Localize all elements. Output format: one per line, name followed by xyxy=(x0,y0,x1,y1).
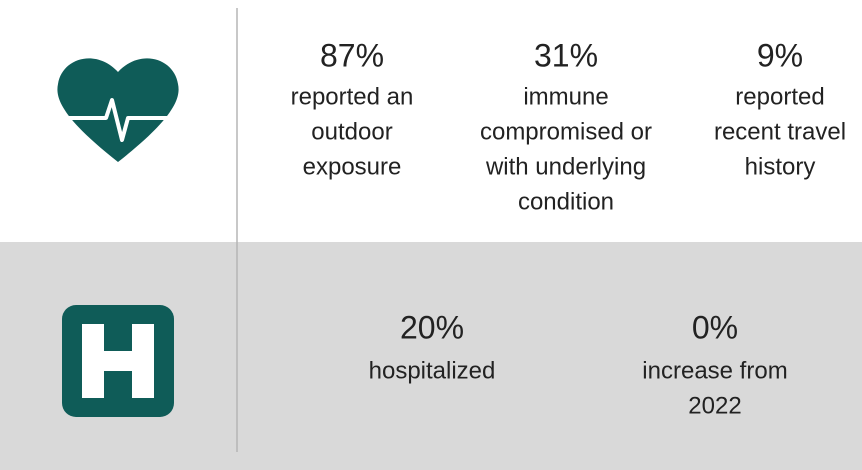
stat-label: reported an xyxy=(291,83,414,110)
stat-label: hospitalized xyxy=(369,357,496,384)
stat-value: 87% xyxy=(320,37,384,73)
h-left xyxy=(82,324,104,398)
stat-label: history xyxy=(745,153,816,180)
stat-value: 9% xyxy=(757,37,803,73)
stat-label: increase from xyxy=(642,357,787,384)
stat-value: 0% xyxy=(692,309,738,345)
stat-label: immune xyxy=(523,83,608,110)
stat-label: outdoor xyxy=(311,118,392,145)
stat-label: with underlying xyxy=(485,153,646,180)
stat-label: 2022 xyxy=(688,392,741,419)
stat-label: condition xyxy=(518,188,614,215)
h-bar xyxy=(103,351,133,371)
ekg-line xyxy=(68,98,168,142)
stat-label: exposure xyxy=(303,153,402,180)
stat-value: 20% xyxy=(400,309,464,345)
heart xyxy=(57,58,179,162)
stat-label: recent travel xyxy=(714,118,846,145)
stat-value: 31% xyxy=(534,37,598,73)
heart-icon xyxy=(57,58,179,162)
stat-label: reported xyxy=(735,83,824,110)
h-right xyxy=(132,324,154,398)
stat-label: compromised or xyxy=(480,118,652,145)
hospital-icon xyxy=(62,305,174,417)
